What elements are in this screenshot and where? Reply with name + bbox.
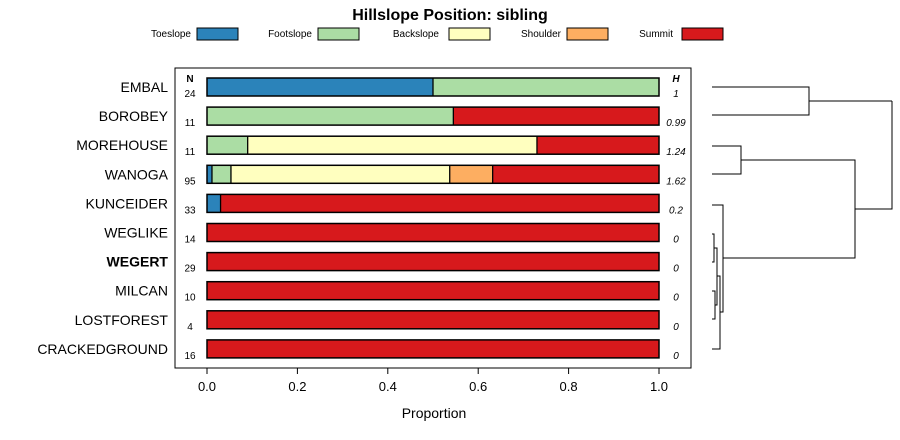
bar-outline-milcan bbox=[206, 280, 660, 301]
n-value-wegert: 29 bbox=[184, 264, 196, 275]
bar-segment-wanoga-backslope bbox=[230, 165, 450, 184]
category-label-milcan: MILCAN bbox=[115, 283, 168, 299]
n-value-weglike: 14 bbox=[184, 235, 196, 246]
h-value-crackedground: 0 bbox=[673, 351, 679, 362]
category-label-lostforest: LOSTFOREST bbox=[75, 312, 169, 328]
dendro-branch-zero-cluster-b bbox=[712, 275, 721, 350]
bar-outline-embal bbox=[206, 77, 660, 97]
category-label-wegert: WEGERT bbox=[107, 254, 169, 270]
bar-outline-borobey bbox=[206, 106, 660, 126]
legend-label-summit: Summit bbox=[639, 29, 673, 40]
legend-swatch-footslope bbox=[317, 27, 360, 41]
h-value-embal: 1 bbox=[673, 89, 679, 100]
n-value-crackedground: 16 bbox=[184, 351, 196, 362]
legend-swatch-shoulder bbox=[566, 27, 609, 41]
bar-segment-embal-footslope bbox=[433, 78, 659, 96]
x-tick-label-0.6: 0.6 bbox=[469, 379, 487, 394]
bar-segment-kunceider-summit bbox=[220, 194, 659, 213]
category-label-borobey: BOROBEY bbox=[99, 108, 169, 124]
h-value-borobey: 0.99 bbox=[666, 118, 686, 129]
category-label-kunceider: KUNCEIDER bbox=[86, 195, 168, 211]
dendrogram bbox=[712, 86, 893, 350]
legend-label-backslope: Backslope bbox=[393, 29, 440, 40]
h-value-weglike: 0 bbox=[673, 235, 679, 246]
h-value-milcan: 0 bbox=[673, 293, 679, 304]
n-value-morehouse: 11 bbox=[185, 147, 196, 158]
x-tick-label-0.2: 0.2 bbox=[288, 379, 306, 394]
bar-segment-crackedground-summit bbox=[207, 339, 659, 358]
dendro-branch-embal-borobey bbox=[712, 86, 892, 116]
n-value-borobey: 11 bbox=[185, 118, 196, 129]
x-tick-label-0.8: 0.8 bbox=[560, 379, 578, 394]
n-value-kunceider: 33 bbox=[184, 205, 196, 216]
legend: Toeslope Footslope Backslope Shoulder Summit bbox=[151, 27, 724, 41]
bar-segment-morehouse-summit bbox=[536, 136, 659, 155]
bar-segment-kunceider-toeslope bbox=[207, 194, 221, 213]
bar-outline-weglike bbox=[206, 222, 660, 243]
category-label-crackedground: CRACKEDGROUND bbox=[37, 341, 168, 357]
bar-segment-wanoga-footslope bbox=[211, 165, 231, 184]
bar-segment-weglike-summit bbox=[207, 223, 659, 242]
bar-outline-morehouse bbox=[206, 135, 660, 155]
bar-outline-lostforest bbox=[206, 310, 660, 330]
bar-segment-wegert-summit bbox=[207, 252, 659, 271]
h-value-wegert: 0 bbox=[673, 264, 679, 275]
x-axis-label: Proportion bbox=[402, 405, 467, 421]
category-label-wanoga: WANOGA bbox=[105, 166, 169, 182]
legend-swatch-summit bbox=[681, 27, 724, 41]
n-value-embal: 24 bbox=[184, 89, 196, 100]
category-label-morehouse: MOREHOUSE bbox=[76, 137, 168, 153]
legend-swatch-backslope bbox=[448, 27, 491, 41]
category-label-embal: EMBAL bbox=[121, 79, 169, 95]
bar-segment-morehouse-backslope bbox=[247, 136, 537, 155]
dendro-branch-root bbox=[855, 101, 893, 210]
h-header: H bbox=[672, 74, 680, 85]
legend-swatch-toeslope bbox=[196, 27, 239, 41]
bar-outline-kunceider bbox=[206, 193, 660, 214]
bar-segment-milcan-summit bbox=[207, 281, 659, 300]
legend-label-shoulder: Shoulder bbox=[521, 29, 562, 40]
h-value-morehouse: 1.24 bbox=[666, 147, 686, 158]
n-value-lostforest: 4 bbox=[187, 322, 193, 333]
dendro-branch-lower-cluster bbox=[723, 159, 856, 259]
h-value-kunceider: 0.2 bbox=[669, 205, 683, 216]
dendro-branch-morehouse-wanoga bbox=[712, 145, 742, 175]
chart-title: Hillslope Position: sibling bbox=[352, 7, 548, 24]
category-label-weglike: WEGLIKE bbox=[104, 225, 168, 241]
bar-outline-crackedground bbox=[206, 339, 660, 359]
dendro-branch-milcan-lostforest bbox=[712, 290, 716, 320]
x-tick-label-0.4: 0.4 bbox=[379, 379, 397, 394]
x-axis: 0.0 0.2 0.4 0.6 0.8 1.0 bbox=[198, 368, 668, 394]
bar-segment-wanoga-summit bbox=[492, 165, 659, 184]
x-tick-label-1.0: 1.0 bbox=[650, 379, 668, 394]
x-tick-label-0.0: 0.0 bbox=[198, 379, 216, 394]
legend-label-toeslope: Toeslope bbox=[151, 29, 191, 40]
bar-segment-borobey-summit bbox=[453, 107, 659, 126]
bar-segment-morehouse-footslope bbox=[207, 136, 248, 155]
h-value-wanoga: 1.62 bbox=[666, 176, 686, 187]
bar-outline-wanoga bbox=[206, 164, 660, 185]
legend-label-footslope: Footslope bbox=[268, 29, 312, 40]
bar-segment-wanoga-shoulder bbox=[449, 165, 493, 184]
dendro-branch-weglike-wegert bbox=[712, 233, 715, 263]
bar-segment-embal-toeslope bbox=[207, 78, 433, 96]
bars-group: EMBAL 24 1 BOROBEY 11 0.99 MOREHOUSE 11 1.24 WANO… bbox=[37, 77, 686, 362]
bar-segment-wanoga-toeslope bbox=[207, 165, 212, 184]
n-value-milcan: 10 bbox=[184, 293, 196, 304]
plot-frame bbox=[174, 67, 692, 369]
bar-outline-wegert bbox=[206, 251, 660, 272]
n-value-wanoga: 95 bbox=[184, 176, 196, 187]
h-value-lostforest: 0 bbox=[673, 322, 679, 333]
n-header: N bbox=[186, 74, 193, 85]
bar-segment-lostforest-summit bbox=[207, 310, 659, 329]
bar-segment-borobey-footslope bbox=[207, 107, 454, 126]
